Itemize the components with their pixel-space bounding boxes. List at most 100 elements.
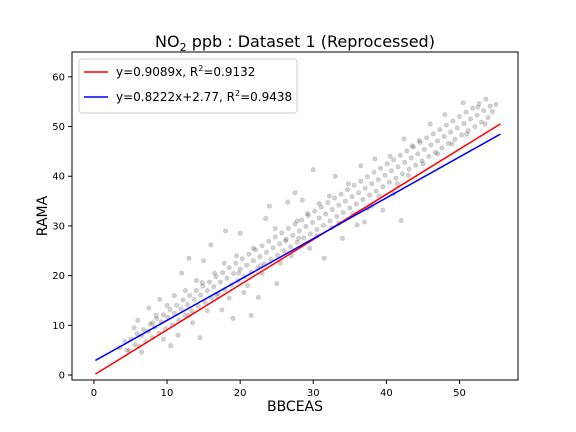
- scatter-point: [316, 201, 322, 207]
- scatter-point: [244, 262, 250, 268]
- scatter-point: [268, 256, 274, 262]
- scatter-point: [435, 151, 441, 157]
- scatter-point: [220, 270, 226, 276]
- scatter-point: [299, 197, 305, 203]
- scatter-point: [190, 320, 196, 326]
- scatter-point: [325, 200, 331, 206]
- legend-entry-label: y=0.9089x, R2=0.9132: [116, 64, 255, 79]
- scatter-point: [402, 159, 408, 165]
- scatter-point: [221, 260, 227, 266]
- scatter-point: [318, 204, 324, 210]
- scatter-point: [332, 173, 338, 179]
- scatter-point: [259, 243, 265, 249]
- scatter-point: [380, 207, 386, 213]
- scatter-point: [410, 144, 416, 150]
- scatter-point: [482, 121, 488, 127]
- scatter-point: [135, 317, 141, 323]
- scatter-point: [236, 270, 242, 276]
- scatter-point: [147, 321, 153, 327]
- scatter-point: [373, 188, 379, 194]
- scatter-point: [387, 153, 393, 159]
- scatter-point: [465, 128, 471, 134]
- scatter-point: [124, 347, 130, 353]
- scatter-point: [395, 164, 401, 170]
- x-tick-label: 0: [91, 388, 97, 399]
- scatter-point: [354, 222, 360, 228]
- fit-lines: [95, 123, 501, 375]
- scatter-point: [361, 219, 367, 225]
- scatter-point: [334, 214, 340, 220]
- scatter-point: [474, 112, 480, 118]
- scatter-point: [197, 335, 203, 341]
- scatter-point: [185, 301, 191, 307]
- scatter-point: [391, 157, 397, 163]
- x-tick-label: 10: [161, 388, 174, 399]
- scatter-point: [485, 115, 491, 121]
- scatter-point: [345, 187, 351, 193]
- scatter-point: [270, 245, 276, 251]
- scatter-point: [304, 211, 310, 217]
- scatter-point: [369, 181, 375, 187]
- scatter-point: [281, 248, 287, 254]
- scatter-point: [404, 148, 410, 154]
- scatter-point: [230, 315, 236, 321]
- scatter-point: [481, 108, 487, 114]
- scatter-point: [179, 270, 185, 276]
- scatter-point: [415, 151, 421, 157]
- scatter-point: [321, 255, 327, 261]
- scatter-point: [401, 136, 407, 142]
- scatter-point: [446, 140, 452, 146]
- scatter-point: [219, 307, 225, 313]
- scatter-point: [307, 245, 313, 251]
- scatter-point: [475, 104, 481, 110]
- scatter-point: [146, 305, 152, 311]
- scatter-point: [454, 125, 460, 131]
- x-tick-label: 20: [234, 388, 247, 399]
- scatter-point: [397, 152, 403, 158]
- scatter-point: [321, 222, 327, 228]
- x-tick-label: 30: [307, 388, 320, 399]
- scatter-point: [195, 303, 201, 309]
- scatter-point: [290, 232, 296, 238]
- scatter-point: [224, 275, 230, 281]
- scatter-point: [413, 162, 419, 168]
- y-tick-label: 60: [52, 72, 65, 83]
- scatter-point: [212, 270, 218, 276]
- scatter-point: [307, 231, 313, 237]
- scatter-points: [117, 96, 499, 355]
- scatter-point: [274, 281, 280, 287]
- scatter-point: [299, 217, 305, 223]
- scatter-point: [272, 225, 278, 231]
- scatter-point: [250, 245, 256, 251]
- scatter-point: [200, 283, 206, 289]
- scatter-point: [435, 138, 441, 144]
- scatter-point: [237, 230, 243, 236]
- scatter-point: [326, 193, 332, 199]
- scatter-point: [378, 165, 384, 171]
- scatter-point: [386, 179, 392, 185]
- scatter-point: [353, 201, 359, 207]
- x-tick-label: 50: [453, 388, 466, 399]
- scatter-point: [489, 109, 495, 115]
- scatter-point: [157, 296, 163, 302]
- scatter-point: [419, 158, 425, 164]
- x-tick-label: 40: [380, 388, 393, 399]
- scatter-point: [428, 142, 434, 148]
- scatter-point: [310, 167, 316, 173]
- scatter-point: [416, 137, 422, 143]
- scatter-point: [277, 260, 283, 266]
- scatter-point: [408, 155, 414, 161]
- scatter-point: [223, 228, 229, 234]
- y-axis-ticks: 0 10 20 30 40 50 60: [52, 72, 72, 382]
- scatter-point: [182, 312, 188, 318]
- scatter-point: [340, 210, 346, 216]
- scatter-point: [430, 131, 436, 137]
- scatter-point: [208, 242, 214, 248]
- scatter-point: [191, 296, 197, 302]
- scatter-point: [493, 101, 499, 107]
- scatter-point: [424, 135, 430, 141]
- scatter-point: [189, 308, 195, 314]
- scatter-point: [285, 199, 291, 205]
- scatter-point: [305, 213, 311, 219]
- scatter-point: [437, 127, 443, 133]
